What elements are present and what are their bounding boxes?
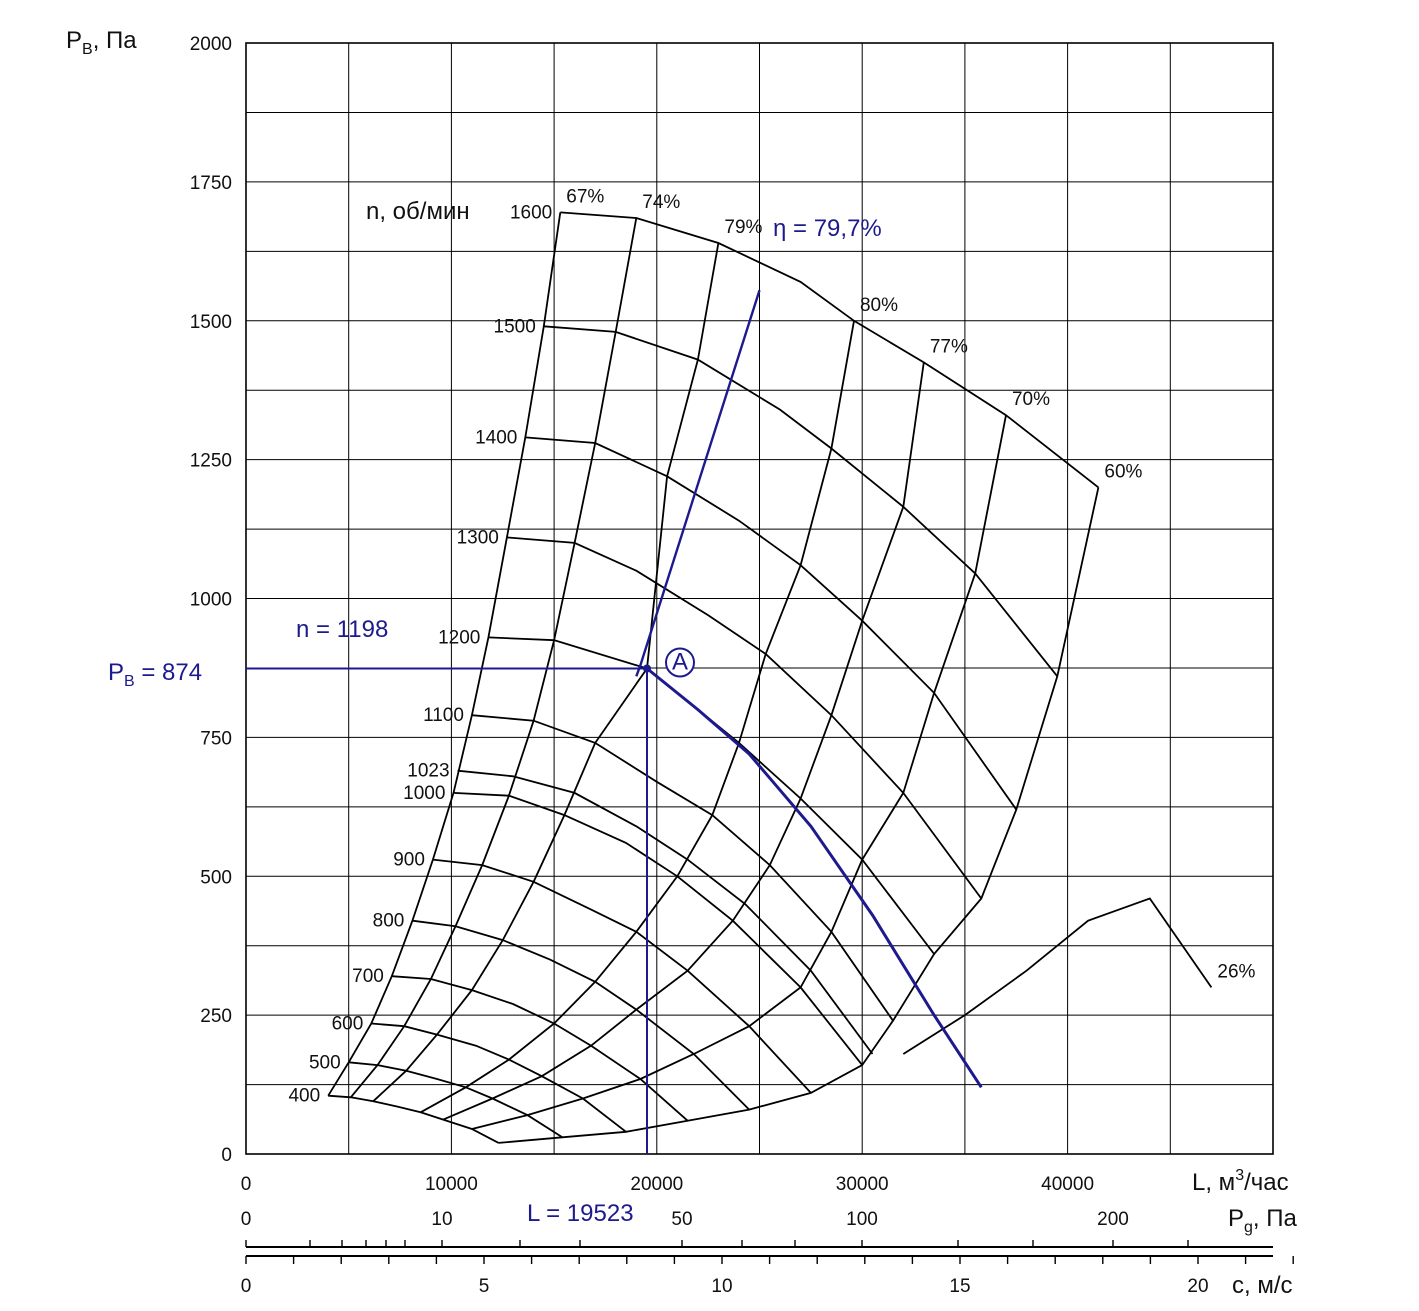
rpm-curve-label: 400 <box>288 1086 320 1107</box>
y-tick-label: 1750 <box>190 173 232 194</box>
x-pg-tick-label: 10 <box>431 1209 452 1230</box>
x-velocity-tick-label: 0 <box>241 1276 252 1297</box>
y-tick-label: 1250 <box>190 451 232 472</box>
rpm-curve <box>506 536 983 900</box>
rpm-curve-label: 1600 <box>510 202 552 223</box>
efficiency-lines <box>327 212 1213 1144</box>
rpm-curves <box>328 211 1099 1144</box>
rpm-curve <box>525 436 1018 811</box>
efficiency-line <box>350 217 638 1098</box>
rpm-curve <box>391 975 689 1122</box>
y-axis-ticks: 0 250 500 750 1000 1250 1500 1750 2000 <box>190 34 232 1166</box>
x-flow-tick-label: 30000 <box>836 1174 889 1195</box>
y-axis-title: PB, Па <box>66 27 137 58</box>
x-pg-tick-label: 100 <box>846 1209 878 1230</box>
rpm-curve-label: 700 <box>352 966 384 987</box>
rpm-curve <box>471 714 894 1022</box>
rpm-curve <box>432 858 812 1094</box>
x-axis-ticks: 0 10000 20000 30000 40000 0 10 50 100 200 0 5 10 15 20 <box>241 1174 1294 1297</box>
rpm-curve <box>543 325 1059 677</box>
optimum-line-label: η = 79,7% <box>773 215 882 242</box>
rpm-curve-label: 600 <box>332 1013 364 1034</box>
y-tick-label: 0 <box>221 1145 232 1166</box>
x-velocity-tick-label: 15 <box>949 1276 970 1297</box>
x-axis-flow-title: L, м3/час <box>1192 1167 1289 1196</box>
efficiency-line <box>372 242 720 1102</box>
rpm-curve-label: 500 <box>309 1052 341 1073</box>
y-tick-label: 1000 <box>190 590 232 611</box>
duty-curve <box>646 667 983 1089</box>
efficiency-label: 74% <box>642 192 680 213</box>
operating-point-badge <box>665 647 696 678</box>
rpm-curve <box>348 1061 563 1139</box>
efficiency-label: 70% <box>1012 389 1050 410</box>
efficiency-label: 77% <box>930 336 968 357</box>
rpm-curve-label: 1023 <box>407 761 449 782</box>
rpm-curve <box>457 769 874 1055</box>
efficiency-label: 80% <box>860 295 898 316</box>
operating-pressure-label: PB = 874 <box>108 659 202 690</box>
rpm-curve <box>371 1022 627 1133</box>
rpm-curve-label: 1200 <box>438 627 480 648</box>
x-axis-dynamic-pressure-title: Pg, Па <box>1228 1205 1298 1236</box>
x-velocity-tick-label: 10 <box>711 1276 732 1297</box>
operating-point-group: A <box>246 289 983 1154</box>
x-pg-tick-label: 50 <box>671 1209 692 1230</box>
optimum-line <box>635 289 761 677</box>
x-pg-tick-label: 0 <box>241 1209 252 1230</box>
efficiency-line <box>471 415 1007 1130</box>
efficiency-label: 60% <box>1104 461 1142 482</box>
rpm-curve-label: 800 <box>373 911 405 932</box>
y-tick-label: 750 <box>200 728 232 749</box>
x-velocity-tick-label: 5 <box>479 1276 490 1297</box>
y-tick-label: 250 <box>200 1006 232 1027</box>
x-flow-tick-label: 10000 <box>425 1174 478 1195</box>
x-flow-tick-label: 40000 <box>1041 1174 1094 1195</box>
efficiency-line <box>498 487 1100 1144</box>
rpm-curve-label: 900 <box>393 850 425 871</box>
rpm-curve-label: 1300 <box>457 527 499 548</box>
efficiency-line <box>420 320 855 1114</box>
operating-point-marker <box>643 664 652 673</box>
efficiency-label: 67% <box>566 186 604 207</box>
rpm-curve <box>328 1094 500 1144</box>
x-axis-velocity-title: c, м/с <box>1232 1272 1293 1299</box>
rpm-curve-label: 1400 <box>475 427 517 448</box>
y-tick-label: 1500 <box>190 312 232 333</box>
x-pg-tick-label: 200 <box>1097 1209 1129 1230</box>
x-flow-tick-label: 20000 <box>630 1174 683 1195</box>
efficiency-label: 79% <box>724 217 762 238</box>
x-flow-tick-label: 0 <box>241 1174 252 1195</box>
operating-point-label: A <box>672 648 688 675</box>
efficiency-line <box>327 212 562 1097</box>
rpm-curve-label: 1000 <box>403 783 445 804</box>
rpm-title: n, об/мин <box>366 198 470 225</box>
rpm-curve <box>560 211 1099 489</box>
rpm-curve-label: 1500 <box>494 316 536 337</box>
x-velocity-tick-label: 20 <box>1187 1276 1208 1297</box>
efficiency-line <box>442 362 925 1121</box>
efficiency-line <box>902 897 1213 1055</box>
operating-flow-label: L = 19523 <box>527 1200 634 1227</box>
rpm-curve-label: 1100 <box>423 705 464 726</box>
grid <box>245 42 1274 1155</box>
operating-rpm-label: n = 1198 <box>296 616 388 643</box>
efficiency-label: 26% <box>1217 961 1255 982</box>
y-tick-label: 500 <box>200 867 232 888</box>
rpm-curve <box>453 792 863 1066</box>
rpm-curve <box>412 919 750 1111</box>
y-tick-label: 2000 <box>190 34 232 55</box>
